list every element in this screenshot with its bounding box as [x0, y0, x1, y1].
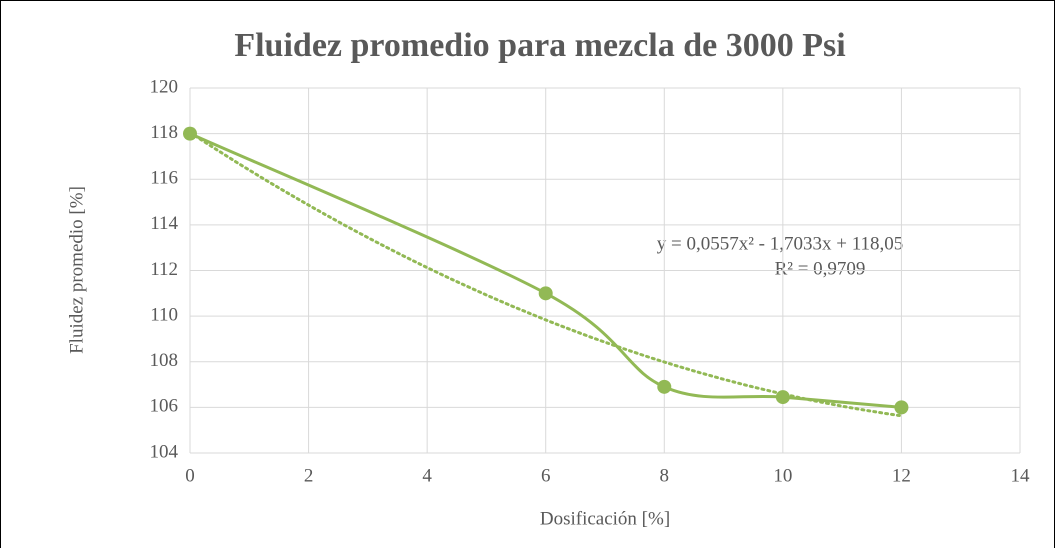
y-tick-label: 108: [150, 350, 179, 371]
y-tick-label: 112: [150, 259, 178, 280]
data-point: [775, 390, 790, 405]
x-tick-label: 8: [660, 465, 670, 486]
y-tick-label: 110: [150, 304, 178, 325]
data-point: [183, 126, 197, 141]
series-line: [189, 132, 902, 409]
x-axis-label: Dosificación [%]: [540, 508, 670, 529]
x-tick-label: 2: [304, 465, 314, 486]
x-tick-label: 14: [1011, 465, 1031, 486]
y-tick-label: 104: [150, 441, 179, 462]
trendline-equation: y = 0,0557x² - 1,7033x + 118,05: [657, 233, 904, 254]
x-tick-label: 6: [541, 465, 551, 486]
y-tick-label: 116: [150, 168, 178, 189]
x-tick-label: 10: [773, 465, 792, 486]
x-tick-label: 0: [185, 465, 195, 486]
y-tick-label: 120: [150, 76, 179, 97]
y-tick-label: 106: [150, 396, 179, 417]
x-tick-label: 12: [892, 465, 911, 486]
data-point: [538, 286, 553, 301]
y-tick-label: 118: [150, 122, 178, 143]
trendline-r-squared: R² = 0,9709: [775, 258, 866, 279]
data-point: [657, 379, 672, 394]
y-axis-label: Fluidez promedio [%]: [66, 186, 87, 354]
data-point: [894, 400, 909, 415]
y-tick-label: 114: [150, 213, 178, 234]
x-tick-label: 4: [422, 465, 432, 486]
chart-title: Fluidez promedio para mezcla de 3000 Psi: [234, 27, 845, 64]
